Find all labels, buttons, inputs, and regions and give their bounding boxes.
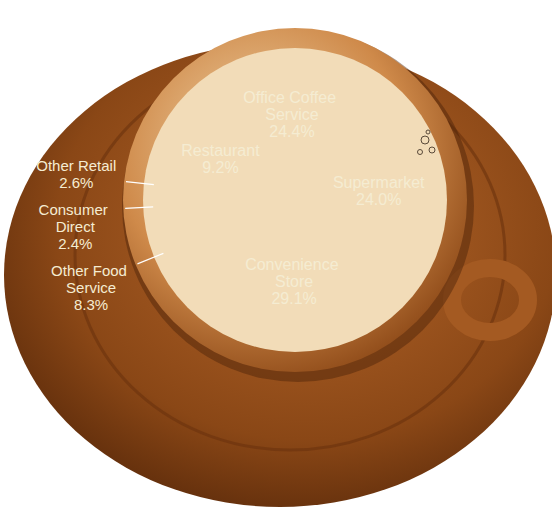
label-line: Convenience <box>245 256 343 273</box>
slice-value: 8.3% <box>74 296 108 313</box>
label-line: Service <box>265 106 318 123</box>
label-line: Supermarket <box>333 174 425 191</box>
labels: Office Coffee Service24.4%Supermarket24.… <box>36 89 425 314</box>
slice-label: Consumer Direct <box>39 201 112 235</box>
cup-handle <box>452 268 528 332</box>
label-line: Other Retail <box>36 157 116 174</box>
pie-slice <box>183 200 405 340</box>
cup-rim <box>123 28 467 372</box>
label-line: Office Coffee <box>243 89 340 106</box>
slice-label: Supermarket <box>333 174 425 191</box>
chart: Office Coffee Service24.4%Supermarket24.… <box>0 0 552 517</box>
slice-value: 24.4% <box>269 123 314 140</box>
label-line: Service <box>66 279 116 296</box>
slice-label: Restaurant <box>181 142 260 159</box>
cup-inner <box>143 48 447 352</box>
bubble <box>418 150 423 155</box>
pie-slice <box>155 196 295 217</box>
slice-label: Office Coffee Service <box>243 89 340 123</box>
leader-line <box>126 182 154 185</box>
slice-label: Convenience Store <box>245 256 343 290</box>
slice-label: Other Food Service <box>51 262 131 296</box>
slice-value: 29.1% <box>271 290 316 307</box>
bubble <box>426 130 430 134</box>
slice-value: 2.4% <box>58 235 92 252</box>
coffee-foam <box>418 130 436 155</box>
label-line: Consumer <box>39 201 112 218</box>
label-line: Restaurant <box>181 142 260 159</box>
pie-slice <box>155 174 295 200</box>
slice-value: 2.6% <box>59 174 93 191</box>
cup-decoration <box>4 28 552 507</box>
label-line: Direct <box>56 218 96 235</box>
leader-line <box>137 253 163 264</box>
saucer <box>4 43 552 507</box>
label-line: Store <box>275 273 313 290</box>
bubble <box>429 147 435 153</box>
slice-label: Other Retail <box>36 157 116 174</box>
pie <box>155 60 435 340</box>
bubble <box>421 136 429 144</box>
slice-value: 9.2% <box>202 159 238 176</box>
leader-line <box>125 207 153 208</box>
label-line: Other Food <box>51 262 131 279</box>
slice-value: 24.0% <box>356 191 401 208</box>
